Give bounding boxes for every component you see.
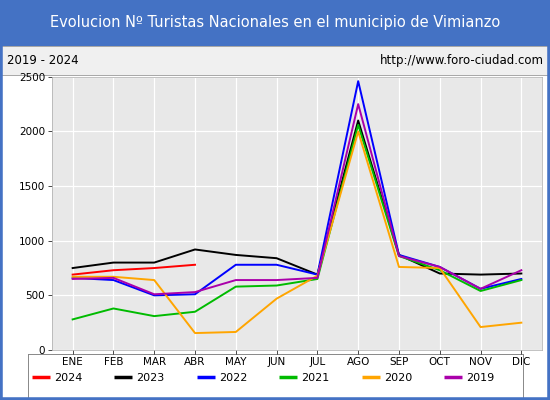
Text: 2023: 2023 bbox=[136, 373, 164, 383]
Text: 2019 - 2024: 2019 - 2024 bbox=[7, 54, 78, 67]
Text: 2019: 2019 bbox=[466, 373, 494, 383]
Text: 2024: 2024 bbox=[54, 373, 82, 383]
Text: 2022: 2022 bbox=[219, 373, 248, 383]
Text: Evolucion Nº Turistas Nacionales en el municipio de Vimianzo: Evolucion Nº Turistas Nacionales en el m… bbox=[50, 16, 500, 30]
Text: 2021: 2021 bbox=[301, 373, 329, 383]
Text: 2020: 2020 bbox=[384, 373, 412, 383]
Text: http://www.foro-ciudad.com: http://www.foro-ciudad.com bbox=[379, 54, 543, 67]
